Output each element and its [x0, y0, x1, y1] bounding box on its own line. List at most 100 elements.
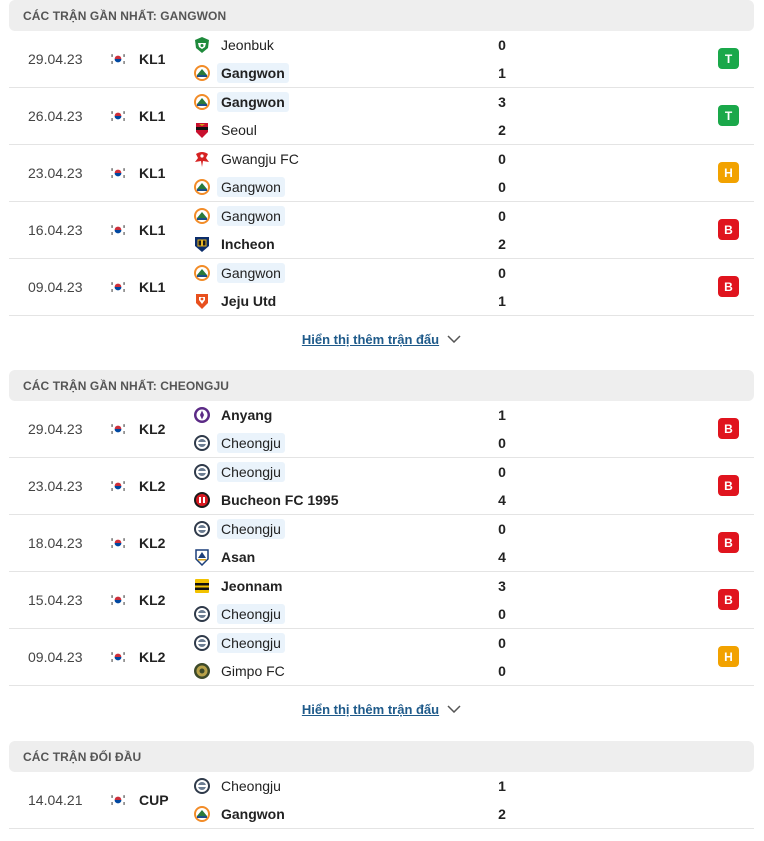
away-team[interactable]: Gangwon	[193, 175, 285, 199]
home-team-name: Gangwon	[217, 92, 289, 112]
league-code: KL2	[139, 421, 166, 437]
league-code: KL2	[139, 649, 166, 665]
jeju-logo-icon	[196, 294, 208, 309]
south-korea-flag-icon	[109, 479, 127, 493]
south-korea-flag-icon	[109, 593, 127, 607]
seoul-logo-icon	[196, 123, 208, 138]
match-row[interactable]: 09.04.23 KL2 Cheongju 0 Gimpo FC 0 H	[9, 629, 754, 686]
home-score: 0	[498, 151, 506, 167]
away-team-name: Incheon	[221, 236, 275, 252]
away-team-name: Gimpo FC	[221, 663, 285, 679]
home-team[interactable]: Cheongju	[193, 774, 285, 798]
away-team-name: Cheongju	[217, 433, 285, 453]
cheongju-logo-icon	[194, 521, 210, 537]
league-code: KL2	[139, 478, 166, 494]
show-more-matches-link[interactable]: Hiển thị thêm trận đấu	[9, 316, 754, 362]
home-team[interactable]: Jeonnam	[193, 574, 286, 598]
away-team-name: Jeju Utd	[221, 293, 277, 309]
away-team[interactable]: Cheongju	[193, 602, 285, 626]
match-date: 14.04.21	[28, 792, 83, 808]
home-team[interactable]: Gwangju FC	[193, 147, 303, 171]
home-team[interactable]: Gangwon	[193, 261, 285, 285]
match-date: 23.04.23	[28, 478, 83, 494]
match-date: 09.04.23	[28, 279, 83, 295]
home-team[interactable]: Anyang	[193, 403, 276, 427]
away-team[interactable]: Gangwon	[193, 61, 289, 85]
home-team[interactable]: Cheongju	[193, 631, 285, 655]
away-team[interactable]: Asan	[193, 545, 259, 569]
chevron-down-icon	[447, 335, 461, 343]
match-row[interactable]: 23.04.23 KL2 Cheongju 0 Bucheon FC 1995 4 B	[9, 458, 754, 515]
home-team-name: Anyang	[221, 407, 273, 423]
section-head-to-head: CÁC TRẬN ĐỐI ĐẦU 14.04.21 CUP Cheongju 1 Gang…	[9, 741, 754, 829]
jeonnam-logo-icon	[195, 579, 209, 593]
gimpo-logo-icon	[194, 663, 210, 679]
league-code: KL2	[139, 592, 166, 608]
away-team-name: Gangwon	[221, 806, 285, 822]
match-row[interactable]: 16.04.23 KL1 Gangwon 0 Incheon 2 B	[9, 202, 754, 259]
chevron-down-icon	[447, 705, 461, 713]
match-row[interactable]: 18.04.23 KL2 Cheongju 0 Asan 4 B	[9, 515, 754, 572]
away-team[interactable]: Seoul	[193, 118, 261, 142]
south-korea-flag-icon	[109, 223, 127, 237]
show-more-label: Hiển thị thêm trận đấu	[301, 701, 440, 717]
south-korea-flag-icon	[109, 793, 127, 807]
gangwon-logo-icon	[194, 208, 210, 224]
result-badge: B	[718, 276, 739, 297]
bucheon-logo-icon	[194, 492, 210, 508]
south-korea-flag-icon	[109, 422, 127, 436]
away-score: 1	[498, 65, 506, 81]
home-team[interactable]: Gangwon	[193, 90, 289, 114]
match-row[interactable]: 15.04.23 KL2 Jeonnam 3 Cheongju 0 B	[9, 572, 754, 629]
away-team[interactable]: Gimpo FC	[193, 659, 289, 683]
away-score: 0	[498, 179, 506, 195]
home-score: 0	[498, 265, 506, 281]
away-team[interactable]: Cheongju	[193, 431, 285, 455]
result-badge: B	[718, 219, 739, 240]
match-row[interactable]: 09.04.23 KL1 Gangwon 0 Jeju Utd 1 B	[9, 259, 754, 316]
home-team-name: Cheongju	[221, 778, 281, 794]
home-team[interactable]: Cheongju	[193, 517, 285, 541]
south-korea-flag-icon	[109, 166, 127, 180]
match-row[interactable]: 29.04.23 KL1 Jeonbuk 0 Gangwon 1 T	[9, 31, 754, 88]
incheon-logo-icon	[195, 237, 209, 252]
show-more-matches-link[interactable]: Hiển thị thêm trận đấu	[9, 686, 754, 732]
match-date: 09.04.23	[28, 649, 83, 665]
home-team[interactable]: Jeonbuk	[193, 33, 278, 57]
cheongju-logo-icon	[194, 635, 210, 651]
result-badge: T	[718, 48, 739, 69]
home-team-name: Cheongju	[217, 519, 285, 539]
away-score: 0	[498, 663, 506, 679]
league-code: KL1	[139, 51, 166, 67]
league-code: KL2	[139, 535, 166, 551]
away-team[interactable]: Incheon	[193, 232, 279, 256]
away-team[interactable]: Bucheon FC 1995	[193, 488, 342, 512]
section-title: CÁC TRẬN GẦN NHẤT: GANGWON	[9, 0, 754, 31]
gangwon-logo-icon	[194, 65, 210, 81]
away-team[interactable]: Gangwon	[193, 802, 289, 826]
home-score: 0	[498, 464, 506, 480]
away-team-name: Gangwon	[217, 177, 285, 197]
away-team-name: Gangwon	[217, 63, 289, 83]
home-team[interactable]: Gangwon	[193, 204, 285, 228]
match-row[interactable]: 26.04.23 KL1 Gangwon 3 Seoul 2 T	[9, 88, 754, 145]
home-team-name: Gangwon	[217, 263, 285, 283]
away-team[interactable]: Jeju Utd	[193, 289, 280, 313]
match-row[interactable]: 23.04.23 KL1 Gwangju FC 0 Gangwon 0 H	[9, 145, 754, 202]
away-score: 1	[498, 293, 506, 309]
match-date: 15.04.23	[28, 592, 83, 608]
away-score: 4	[498, 492, 506, 508]
result-badge: H	[718, 646, 739, 667]
result-badge: B	[718, 418, 739, 439]
home-team[interactable]: Cheongju	[193, 460, 285, 484]
league-code: KL1	[139, 108, 166, 124]
south-korea-flag-icon	[109, 52, 127, 66]
jeonbuk-logo-icon	[195, 37, 209, 53]
match-row[interactable]: 29.04.23 KL2 Anyang 1 Cheongju 0 B	[9, 401, 754, 458]
home-score: 0	[498, 208, 506, 224]
match-row[interactable]: 14.04.21 CUP Cheongju 1 Gangwon 2	[9, 772, 754, 829]
section-cheongju-recent: CÁC TRẬN GẦN NHẤT: CHEONGJU 29.04.23 KL2 An…	[9, 370, 754, 732]
away-score: 4	[498, 549, 506, 565]
match-date: 29.04.23	[28, 51, 83, 67]
cheongju-logo-icon	[194, 435, 210, 451]
